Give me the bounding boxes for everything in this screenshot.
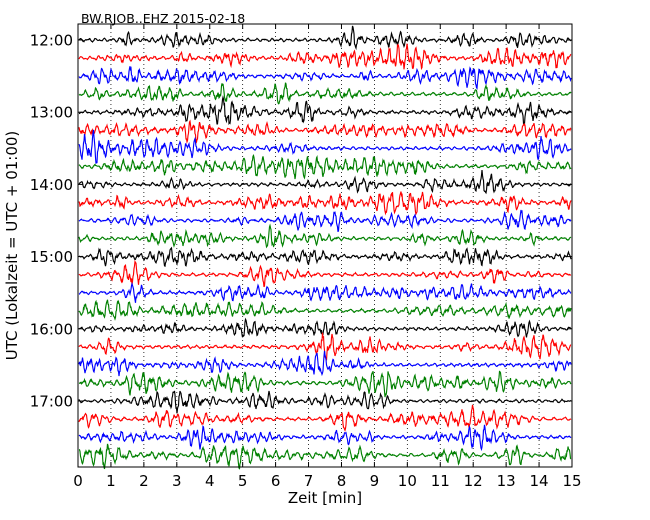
x-axis-ticks: 0 1 2 3 4 5 6 7 8 9 10 11 12 13 14 15: [73, 24, 582, 490]
trace-row: [78, 25, 572, 51]
y-tick-label: 15:00: [30, 248, 73, 266]
trace-row: [78, 299, 572, 321]
y-tick-label: 12:00: [30, 32, 73, 50]
x-tick-label: 5: [238, 472, 248, 490]
trace-row: [78, 191, 572, 216]
y-axis-ticks: 12:00 13:00 14:00 15:00 16:00 17:00: [30, 32, 572, 411]
trace-row: [78, 43, 572, 71]
trace-row: [78, 390, 572, 414]
trace-row: [78, 246, 572, 268]
chart-title: BW.RJOB..EHZ 2015-02-18: [81, 11, 245, 26]
trace-row: [78, 370, 572, 398]
y-tick-label: 17:00: [30, 393, 73, 411]
x-tick-label: 1: [106, 472, 116, 490]
x-tick-label: 14: [530, 472, 549, 490]
trace-row: [78, 154, 572, 180]
y-tick-label: 14:00: [30, 176, 73, 194]
x-tick-label: 9: [370, 472, 380, 490]
trace-row: [78, 443, 572, 470]
x-tick-label: 12: [464, 472, 483, 490]
trace-row: [78, 424, 572, 452]
x-tick-label: 6: [271, 472, 281, 490]
x-tick-label: 8: [337, 472, 347, 490]
x-tick-label: 15: [562, 472, 581, 490]
trace-row: [78, 404, 572, 432]
y-axis-label: UTC (Lokalzeit = UTC + 01:00): [3, 131, 21, 361]
trace-row: [78, 317, 572, 338]
trace-row: [78, 129, 572, 164]
plot-frame: [77, 23, 573, 468]
trace-row: [78, 259, 572, 288]
trace-row: [78, 66, 572, 90]
x-tick-label: 10: [398, 472, 417, 490]
x-tick-label: 11: [431, 472, 450, 490]
y-tick-label: 16:00: [30, 320, 73, 338]
trace-row: [78, 95, 572, 126]
x-tick-label: 13: [497, 472, 516, 490]
x-tick-label: 7: [304, 472, 314, 490]
x-tick-label: 2: [139, 472, 149, 490]
x-tick-label: 4: [205, 472, 215, 490]
trace-row: [78, 223, 572, 249]
trace-row: [78, 209, 572, 233]
trace-row: [78, 169, 572, 195]
trace-row: [78, 82, 572, 105]
trace-row: [78, 119, 572, 144]
x-tick-label: 3: [172, 472, 182, 490]
x-axis-label: Zeit [min]: [288, 489, 362, 507]
x-tick-label: 0: [73, 472, 83, 490]
y-tick-label: 13:00: [30, 104, 73, 122]
trace-row: [78, 281, 572, 303]
trace-row: [78, 350, 572, 377]
seismogram-traces: [78, 25, 572, 470]
